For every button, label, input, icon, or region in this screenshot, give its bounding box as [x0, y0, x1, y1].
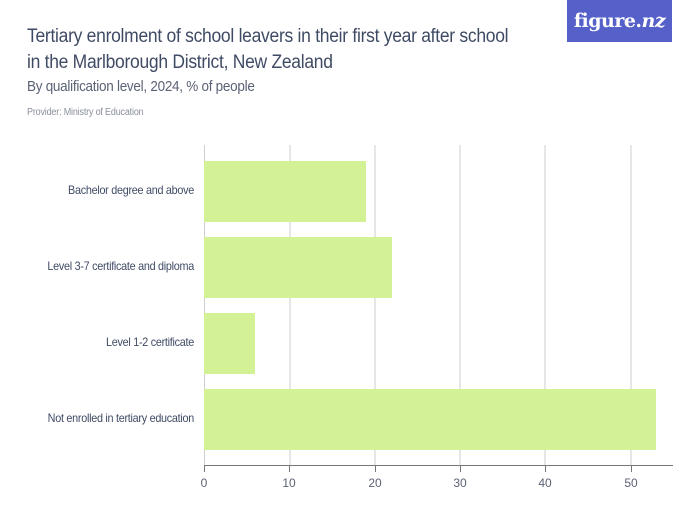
- category-label: Level 3-7 certificate and diploma: [47, 259, 194, 273]
- bar[interactable]: [204, 161, 367, 222]
- x-tick: [375, 466, 376, 472]
- logo-text: figure.: [573, 10, 642, 32]
- x-tick-label: 30: [453, 476, 467, 490]
- gridline: [459, 145, 461, 466]
- bar[interactable]: [204, 313, 256, 374]
- category-label: Bachelor degree and above: [68, 183, 194, 197]
- chart-subtitle: By qualification level, 2024, % of peopl…: [27, 78, 255, 95]
- gridline: [289, 145, 291, 466]
- x-tick: [289, 466, 290, 472]
- y-axis-line: [204, 145, 205, 466]
- chart-title: Tertiary enrolment of school leavers in …: [27, 26, 509, 73]
- logo-accent: nz: [641, 10, 666, 32]
- x-tick-label: 20: [368, 476, 382, 490]
- data-provider: Provider: Ministry of Education: [27, 107, 144, 118]
- bar[interactable]: [204, 389, 657, 450]
- x-tick-label: 50: [624, 476, 638, 490]
- category-label: Not enrolled in tertiary education: [47, 411, 195, 425]
- gridline: [544, 145, 546, 466]
- category-label: Level 1-2 certificate: [106, 335, 194, 349]
- figure-nz-logo[interactable]: figure. nz: [567, 0, 672, 42]
- x-tick-label: 0: [200, 476, 208, 490]
- x-axis-line: [204, 465, 673, 466]
- x-tick: [460, 466, 461, 472]
- bar[interactable]: [204, 237, 392, 298]
- x-tick: [204, 466, 205, 472]
- gridline: [374, 145, 376, 466]
- x-tick-label: 10: [282, 476, 296, 490]
- gridline: [630, 145, 632, 466]
- x-tick: [631, 466, 632, 472]
- x-tick: [545, 466, 546, 472]
- x-tick-label: 40: [538, 476, 552, 490]
